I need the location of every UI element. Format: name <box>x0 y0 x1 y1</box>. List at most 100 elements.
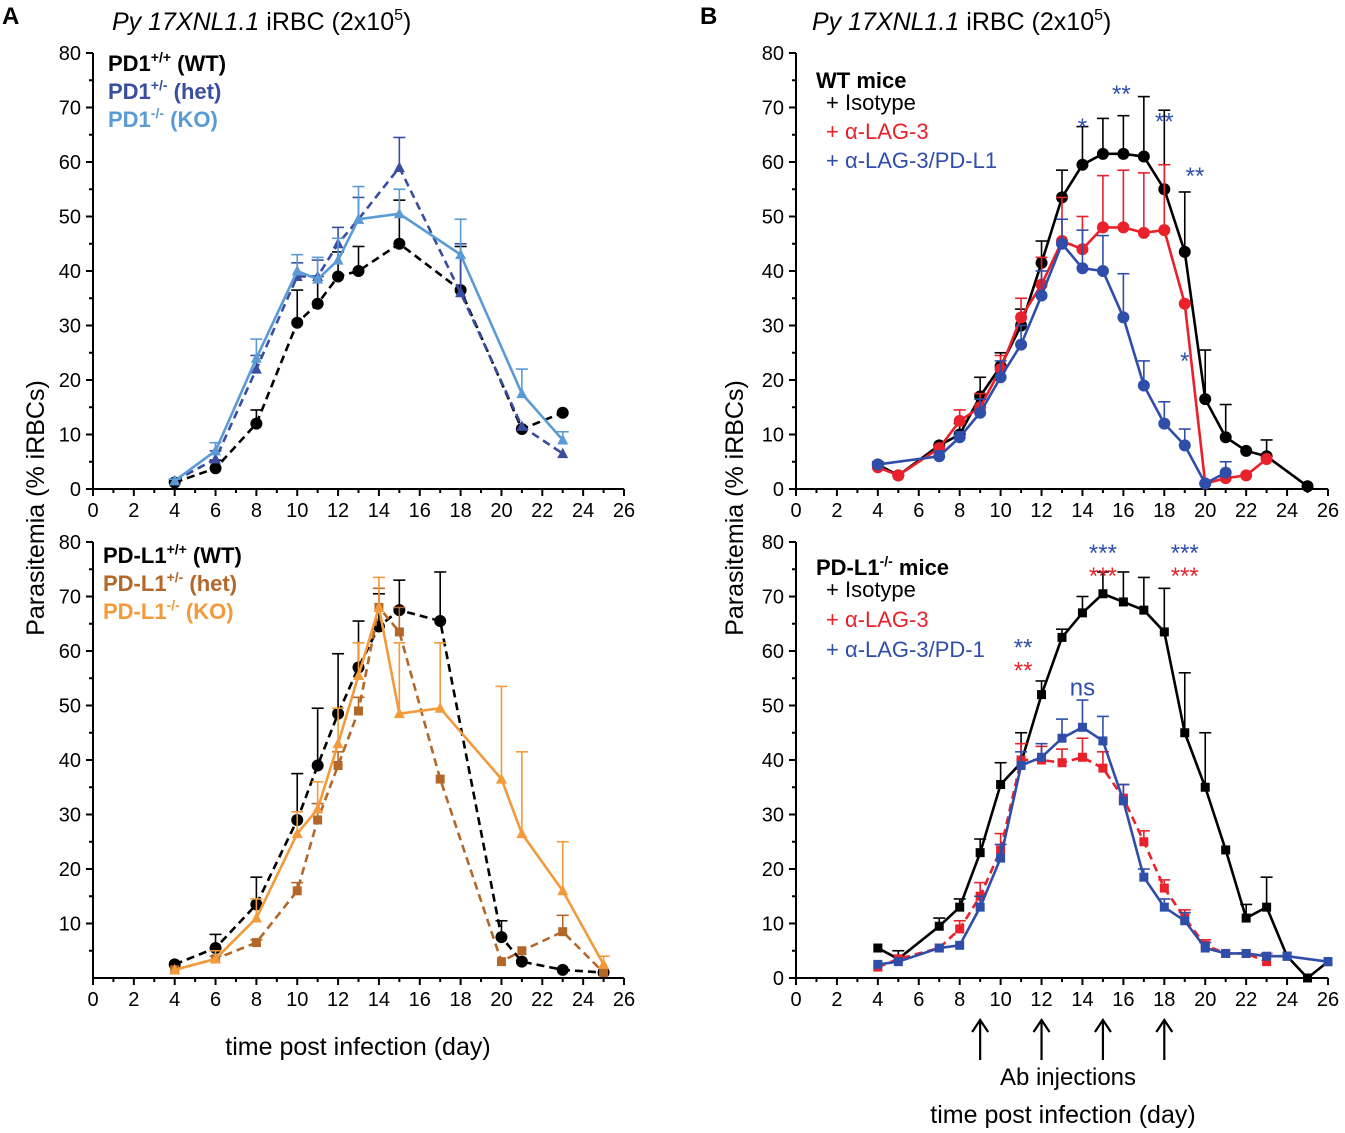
series-line <box>877 152 1309 488</box>
y-tick-label: 40 <box>59 750 81 772</box>
data-point <box>1057 758 1067 768</box>
data-point <box>873 943 883 953</box>
x-tick-label: 20 <box>1194 500 1216 522</box>
data-point <box>291 316 304 329</box>
data-point <box>1015 338 1028 351</box>
y-tick-label: 20 <box>59 859 81 881</box>
significance-label: *** <box>1171 540 1199 567</box>
panel-b-letter: B <box>700 3 717 30</box>
data-point <box>1282 951 1292 961</box>
data-point <box>434 702 446 713</box>
data-point <box>210 444 222 456</box>
data-point <box>1180 916 1190 926</box>
x-tick-label: 4 <box>169 500 180 522</box>
x-tick-label: 14 <box>1071 500 1093 522</box>
data-point <box>393 161 405 172</box>
x-tick-label: 10 <box>286 989 308 1011</box>
y-tick-label: 50 <box>762 696 784 718</box>
data-point <box>1035 289 1048 302</box>
series-line <box>174 242 564 484</box>
data-point <box>393 707 405 719</box>
y-tick-label: 50 <box>762 207 784 229</box>
significance-label: ** <box>1186 163 1205 190</box>
data-point <box>1077 722 1087 732</box>
data-point <box>873 959 883 969</box>
data-point <box>1096 147 1109 160</box>
panel-subtitle: PD-L1-/- mice <box>816 553 949 580</box>
data-point <box>333 760 343 770</box>
data-point <box>557 447 569 459</box>
data-point <box>1139 605 1149 615</box>
y-tick-label: 70 <box>59 98 81 120</box>
data-point <box>1262 902 1272 912</box>
data-point <box>1180 728 1190 738</box>
ab-injections-label: Ab injections <box>1000 1064 1136 1091</box>
data-point <box>975 902 985 912</box>
x-tick-label: 12 <box>1030 500 1052 522</box>
data-point <box>1221 948 1231 958</box>
x-tick-label: 8 <box>251 989 262 1011</box>
x-tick-label: 18 <box>1153 500 1175 522</box>
data-point <box>955 940 965 950</box>
x-tick-label: 14 <box>368 989 390 1011</box>
series <box>168 199 569 489</box>
data-point <box>517 946 527 956</box>
y-tick-label: 30 <box>59 316 81 338</box>
data-point <box>975 848 985 858</box>
x-tick-label: 14 <box>1071 989 1093 1011</box>
legend-entry: + Isotype <box>826 90 916 115</box>
data-point <box>251 938 261 948</box>
y-tick-label: 80 <box>59 532 81 554</box>
data-point <box>1096 221 1109 234</box>
series <box>873 737 1273 972</box>
data-point <box>1139 872 1149 882</box>
series <box>169 576 610 975</box>
data-point <box>1159 902 1169 912</box>
data-point <box>313 815 323 825</box>
x-tick-label: 24 <box>1276 500 1298 522</box>
y-tick-label: 60 <box>59 152 81 174</box>
data-point <box>496 957 506 967</box>
data-point <box>934 943 944 953</box>
data-point <box>1057 733 1067 743</box>
x-tick-label: 6 <box>913 500 924 522</box>
data-point <box>1219 431 1232 444</box>
data-point <box>974 406 987 419</box>
x-tick-label: 10 <box>286 500 308 522</box>
data-point <box>1139 837 1149 847</box>
x-tick-label: 24 <box>1276 989 1298 1011</box>
data-point <box>1200 943 1210 953</box>
y-tick-label: 20 <box>59 370 81 392</box>
y-tick-label: 60 <box>59 641 81 663</box>
data-point <box>311 297 324 310</box>
x-tick-label: 6 <box>210 989 221 1011</box>
x-tick-label: 8 <box>954 500 965 522</box>
data-point <box>996 853 1006 863</box>
significance-label: ** <box>1014 657 1033 684</box>
data-point <box>1241 948 1251 958</box>
significance-label: * <box>1180 348 1189 375</box>
panel-a-letter: A <box>2 3 19 30</box>
series <box>168 185 569 486</box>
x-tick-label: 2 <box>128 989 139 1011</box>
series-line <box>877 592 1329 980</box>
data-point <box>169 474 181 486</box>
data-point <box>250 417 263 430</box>
x-tick-label: 12 <box>327 500 349 522</box>
data-point <box>1199 393 1212 406</box>
series-line <box>174 607 605 972</box>
data-point <box>1199 477 1212 490</box>
x-tick-label: 22 <box>1235 500 1257 522</box>
legend-entry: + α-LAG-3 <box>826 607 929 632</box>
x-tick-label: 22 <box>531 500 553 522</box>
y-tick-label: 50 <box>59 696 81 718</box>
x-tick-label: 20 <box>1194 989 1216 1011</box>
y-tick-label: 60 <box>762 641 784 663</box>
data-point <box>435 774 445 784</box>
data-point <box>1262 951 1272 961</box>
data-point <box>332 737 344 749</box>
data-point <box>1056 237 1068 250</box>
data-point <box>1178 245 1191 258</box>
